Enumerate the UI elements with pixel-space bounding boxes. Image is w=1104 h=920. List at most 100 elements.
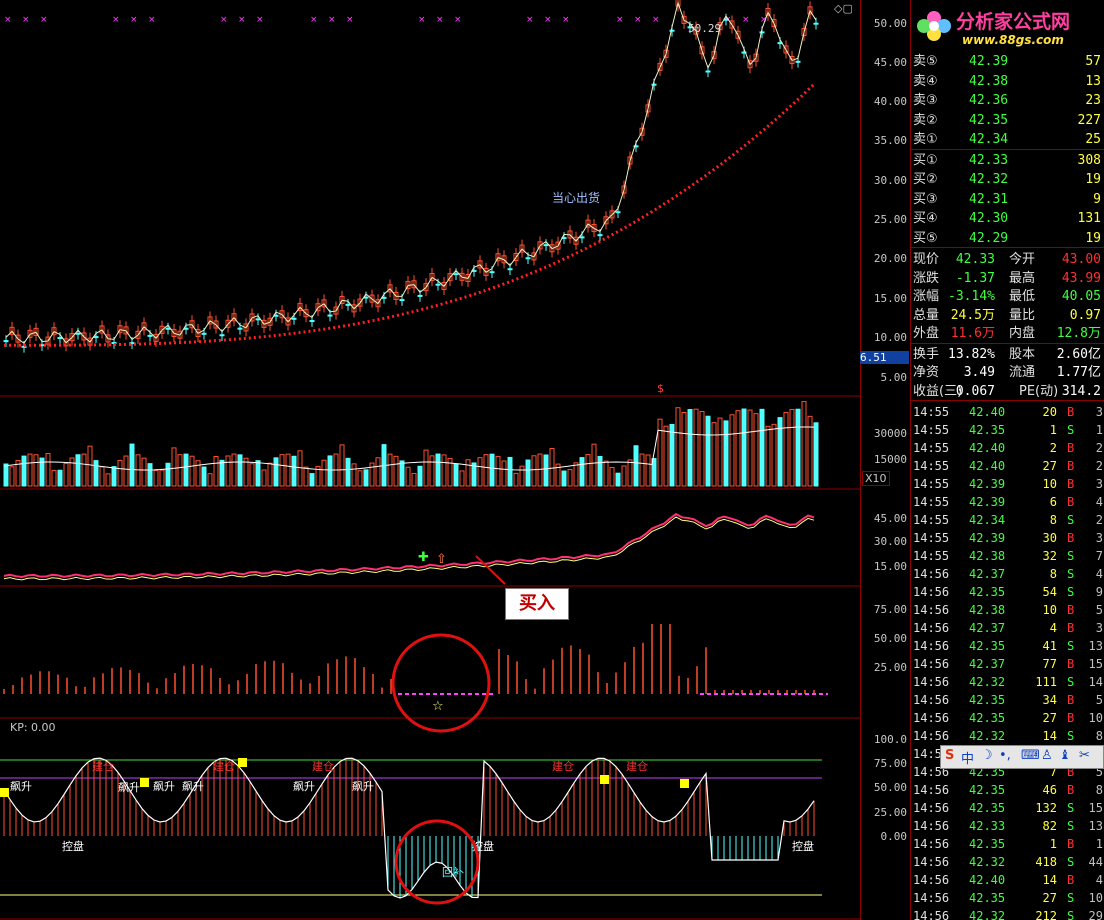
tick-row[interactable]: 14:55 42.34 8 S 2 — [911, 511, 1104, 529]
candle-body — [429, 273, 435, 282]
punct-icon[interactable]: •, — [999, 748, 1011, 763]
tick-row[interactable]: 14:56 42.32 418 S 44 — [911, 853, 1104, 871]
logo-url: www.88gs.com — [962, 33, 1064, 47]
tick-row[interactable]: 14:55 42.38 32 S 7 — [911, 547, 1104, 565]
tick-row[interactable]: 14:55 42.39 6 B 4 — [911, 493, 1104, 511]
tick-row[interactable]: 14:55 42.35 1 S 1 — [911, 421, 1104, 439]
quote-row-buy-4[interactable]: 买④ 42.30 131 — [911, 209, 1104, 228]
tick-row[interactable]: 14:55 42.39 30 B 3 — [911, 529, 1104, 547]
quote-price: 42.30 — [969, 211, 1009, 226]
tick-row[interactable]: 14:56 42.37 77 B 15 — [911, 655, 1104, 673]
tick-side: B — [1067, 495, 1075, 509]
quote-row-buy-3[interactable]: 买③ 42.31 9 — [911, 190, 1104, 209]
volume-bar — [411, 472, 417, 487]
tick-count: 15 — [1088, 657, 1103, 671]
volume-bar — [297, 450, 303, 487]
tools-icon[interactable]: ✂ — [1079, 748, 1090, 763]
quote-volume: 308 — [1077, 152, 1101, 168]
stat-value: 0.067 — [955, 383, 995, 399]
quote-row-sell-5[interactable]: 卖① 42.34 25 — [911, 130, 1104, 149]
ma-line — [5, 1, 817, 344]
tick-row[interactable]: 14:56 42.35 41 S 13 — [911, 637, 1104, 655]
quote-price: 42.33 — [969, 152, 1009, 168]
tick-row[interactable]: 14:56 42.35 54 S 9 — [911, 583, 1104, 601]
kline-chart[interactable]: ×××××××××××××××××××××××× ✚⇧ 飙升飙升飙升飙升飙升飙升… — [0, 0, 860, 920]
tick-volume: 132 — [1035, 801, 1057, 815]
quote-row-buy-2[interactable]: 买② 42.32 19 — [911, 170, 1104, 189]
label-pull: 飙升 — [182, 779, 204, 793]
tick-volume: 2 — [1049, 441, 1057, 455]
tick-row[interactable]: 14:56 42.35 27 B 10 — [911, 709, 1104, 727]
tick-row[interactable]: 14:55 42.40 27 B 2 — [911, 457, 1104, 475]
volume-bar — [405, 466, 411, 487]
volume-bar — [615, 472, 621, 487]
tick-row[interactable]: 14:56 42.32 212 S 29 — [911, 907, 1104, 920]
volume-bar — [711, 422, 717, 487]
quote-row-sell-3[interactable]: 卖③ 42.36 23 — [911, 91, 1104, 110]
ime-mode-label[interactable]: 中 — [961, 752, 975, 767]
axis-tick: 20.00 — [873, 252, 907, 265]
candle-body — [807, 6, 813, 15]
tick-count: 4 — [1095, 873, 1103, 887]
tick-row[interactable]: 14:56 42.38 10 B 5 — [911, 601, 1104, 619]
candle-body — [621, 185, 627, 194]
stat-value: 24.5万 — [950, 307, 995, 323]
tick-price: 42.38 — [969, 549, 1006, 563]
moon-icon[interactable]: ☽ — [981, 748, 993, 763]
tick-row[interactable]: 14:55 42.40 2 B 2 — [911, 439, 1104, 457]
shirt-icon[interactable]: ♝ — [1059, 748, 1071, 763]
tick-row[interactable]: 14:56 42.35 1 B 1 — [911, 835, 1104, 853]
user-icon[interactable]: ♙ — [1041, 748, 1053, 763]
candle-body — [729, 20, 735, 29]
ime-logo-icon[interactable]: S — [945, 748, 955, 763]
window-icons[interactable]: ◇▢ — [834, 2, 853, 15]
tick-row[interactable]: 14:55 42.40 20 B 3 — [911, 403, 1104, 421]
quote-price: 42.38 — [969, 73, 1009, 89]
tick-row[interactable]: 14:56 42.33 82 S 13 — [911, 817, 1104, 835]
ime-toolbar[interactable]: S 中 ☽ •, ⌨ ♙ ♝ ✂ — [940, 745, 1104, 769]
quote-row-buy-1[interactable]: 买① 42.33 308 — [911, 151, 1104, 170]
tick-volume: 20 — [1042, 405, 1057, 419]
tick-row[interactable]: 14:56 42.32 14 S 8 — [911, 727, 1104, 745]
volume-bar — [321, 459, 327, 487]
candle-body — [603, 216, 609, 225]
tick-row[interactable]: 14:55 42.39 10 B 3 — [911, 475, 1104, 493]
tick-price: 42.35 — [969, 711, 1006, 725]
stat-value: 43.99 — [1061, 270, 1101, 286]
keyboard-icon[interactable]: ⌨ — [1021, 748, 1040, 763]
quote-row-sell-2[interactable]: 卖④ 42.38 13 — [911, 72, 1104, 91]
yellow-marker — [0, 788, 9, 797]
tick-price: 42.35 — [969, 891, 1006, 905]
volume-bar — [567, 469, 573, 487]
tick-volume: 6 — [1049, 495, 1057, 509]
volume-bar — [603, 460, 609, 487]
tick-row[interactable]: 14:56 42.37 4 B 3 — [911, 619, 1104, 637]
candle-body — [93, 336, 99, 339]
tick-row[interactable]: 14:56 42.40 14 B 4 — [911, 871, 1104, 889]
volume-bar — [147, 463, 153, 487]
tick-row[interactable]: 14:56 42.32 111 S 14 — [911, 673, 1104, 691]
candle-body — [147, 334, 153, 337]
candle-body — [639, 127, 645, 136]
volume-bar — [585, 454, 591, 487]
tick-price: 42.33 — [969, 819, 1006, 833]
tick-row[interactable]: 14:56 42.35 46 B 8 — [911, 781, 1104, 799]
axis-tick: 50.00 — [873, 632, 907, 645]
tick-row[interactable]: 14:56 42.35 132 S 15 — [911, 799, 1104, 817]
ma-panel: ✚ ⇧ — [3, 512, 815, 581]
tick-side: S — [1067, 513, 1075, 527]
quote-row-sell-1[interactable]: 卖⑤ 42.39 57 — [911, 52, 1104, 71]
tick-time: 14:56 — [913, 837, 950, 851]
tick-count: 3 — [1095, 405, 1103, 419]
quote-row-sell-4[interactable]: 卖② 42.35 227 — [911, 111, 1104, 130]
volume-bar — [201, 466, 207, 487]
tick-row[interactable]: 14:56 42.37 8 S 4 — [911, 565, 1104, 583]
tick-row[interactable]: 14:56 42.35 34 B 5 — [911, 691, 1104, 709]
candle-body — [495, 253, 501, 262]
volume-scale-label[interactable]: X10 — [862, 471, 890, 486]
axis-tick: 15.00 — [873, 292, 907, 305]
tick-row[interactable]: 14:56 42.35 27 S 10 — [911, 889, 1104, 907]
quote-row-buy-5[interactable]: 买⑤ 42.29 19 — [911, 229, 1104, 248]
tick-time: 14:55 — [913, 477, 950, 491]
quote-price: 42.34 — [969, 132, 1009, 147]
